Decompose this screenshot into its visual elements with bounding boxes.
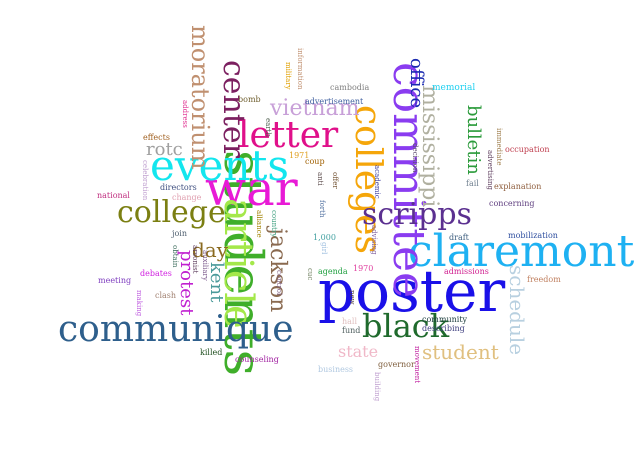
word: hall [342, 317, 358, 326]
word: war [205, 161, 298, 217]
word: arsonist [191, 245, 199, 274]
word: celebration [141, 160, 149, 201]
word: building [373, 372, 381, 402]
word: college [117, 195, 226, 230]
word: advising [370, 225, 378, 255]
word: control [275, 270, 283, 296]
word: advertisement [305, 97, 364, 106]
word: join [172, 229, 188, 238]
word: state [338, 342, 379, 361]
word: cambodia [330, 83, 370, 92]
word: meeting [98, 276, 132, 285]
word: effects [143, 133, 170, 142]
word: vietnam [270, 96, 360, 121]
word: mobilization [508, 231, 558, 240]
word: fund [342, 326, 361, 335]
word: directors [160, 183, 197, 192]
word: rotc [146, 139, 183, 160]
word: governor [378, 360, 415, 369]
word: national [97, 191, 130, 200]
word: moratorium [186, 25, 214, 170]
word: clash [155, 291, 177, 300]
word: information [296, 48, 304, 90]
word: admissions [444, 267, 489, 276]
word: community [422, 315, 468, 324]
word: alliance [255, 210, 263, 238]
word: country [270, 210, 278, 238]
word: events [150, 141, 289, 190]
word: auxiliary [201, 250, 209, 281]
word: making [135, 290, 143, 317]
word: change [172, 193, 202, 202]
word: occupation [505, 145, 550, 154]
word: concerning [489, 199, 535, 208]
word: cuc [306, 268, 314, 281]
word: address [181, 100, 189, 128]
word: immediate [495, 128, 503, 166]
word: girl [320, 242, 328, 255]
word: 1970 [353, 264, 374, 273]
word: business [318, 365, 354, 374]
word: schedule [505, 265, 529, 356]
word: 1,000 [313, 233, 336, 242]
word: center [216, 60, 251, 159]
word: 1971 [289, 151, 310, 160]
word: debates [140, 269, 172, 278]
word: killed [200, 348, 223, 357]
word: advertising [486, 150, 494, 190]
word: describing [422, 324, 465, 333]
word: student [422, 340, 499, 364]
word: day [192, 238, 229, 262]
word: new [348, 290, 356, 305]
word: offer [331, 172, 339, 189]
word: anti [316, 172, 324, 186]
word: letter [238, 115, 339, 156]
word: kent [206, 262, 227, 303]
word: poster [318, 257, 506, 325]
word: communique [58, 309, 294, 350]
word: bomb [238, 95, 261, 104]
word: bulletin [463, 105, 484, 175]
word: obtain [171, 245, 179, 268]
word: freedom [527, 275, 561, 284]
word: coup [305, 157, 325, 166]
word: claremont [408, 226, 635, 277]
word: memorial [432, 83, 476, 93]
word: office [406, 58, 427, 109]
word: forth [318, 200, 326, 218]
word: scripps [362, 197, 472, 232]
word: explanation [494, 182, 542, 191]
word: military [284, 62, 292, 90]
word: draft [449, 233, 469, 242]
word: agenda [318, 267, 348, 276]
word: movement [413, 346, 421, 384]
word: black [362, 307, 450, 345]
word: earth [264, 118, 272, 137]
word: fail [466, 179, 479, 188]
word: academic [373, 165, 381, 199]
word: counseling [235, 355, 279, 364]
word: decision [411, 143, 419, 173]
